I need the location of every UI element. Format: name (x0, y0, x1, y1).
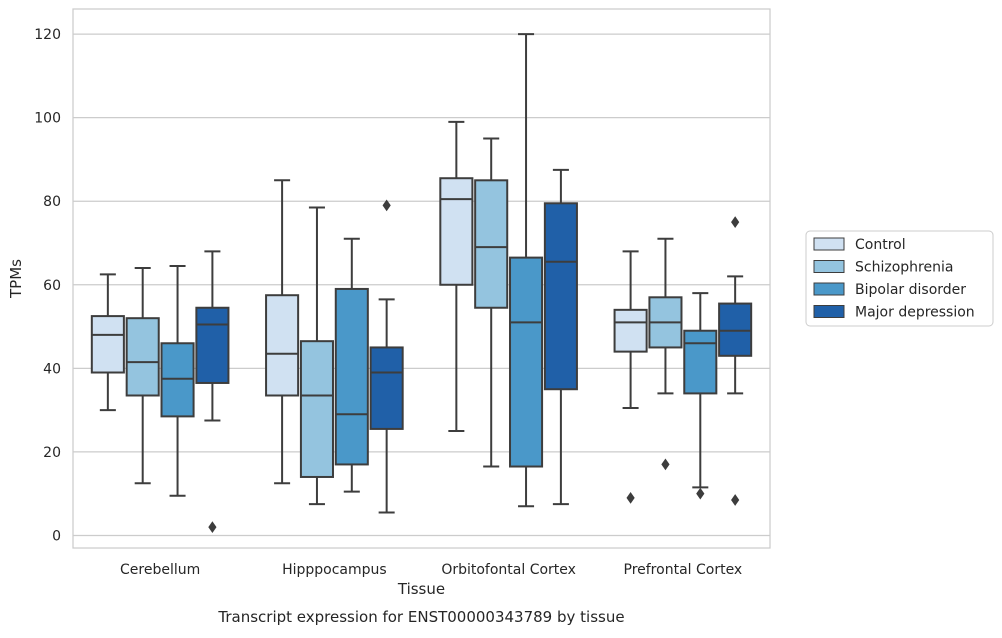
box-iqr (265, 294, 300, 397)
box-major-depression (718, 216, 753, 506)
x-tick-label: Cerebellum (120, 562, 200, 578)
box-schizophrenia (648, 237, 683, 471)
y-tick-label: 40 (43, 361, 61, 377)
box-iqr (334, 287, 369, 466)
x-axis-ticks: Cerebellum Hipppocampus Orbitofontal Corte… (120, 562, 742, 578)
plot-area-frame (72, 8, 771, 549)
y-tick-label: 120 (34, 27, 61, 43)
box-iqr (613, 308, 648, 353)
box-bipolar-disorder (334, 237, 369, 493)
legend-frame (805, 230, 994, 327)
box-control (613, 250, 648, 504)
chart-caption: Transcript expression for ENST0000034378… (217, 608, 624, 626)
legend-swatch (813, 237, 845, 251)
box-bipolar-disorder (509, 33, 544, 508)
legend-label: Bipolar disorder (855, 282, 966, 298)
box-iqr (160, 342, 195, 418)
x-tick-label: Prefrontal Cortex (624, 562, 743, 578)
box-schizophrenia (474, 137, 509, 468)
outlier-point (696, 487, 705, 500)
legend-swatch (813, 305, 845, 318)
outlier-point (382, 199, 391, 212)
x-tick-label: Hipppocampus (282, 562, 387, 578)
box-iqr (195, 306, 230, 384)
y-axis-ticks: 0 20 40 60 80 100 120 (34, 27, 61, 544)
y-tick-label: 20 (43, 445, 61, 461)
box-schizophrenia (125, 267, 160, 485)
box-schizophrenia (299, 206, 334, 506)
legend-swatch (813, 282, 845, 296)
outlier-point (626, 491, 635, 504)
box-major-depression (543, 168, 578, 506)
legend-swatch (813, 260, 845, 273)
x-axis-label: Tissue (397, 580, 445, 598)
outlier-point (731, 216, 740, 228)
box-bipolar-disorder (160, 264, 195, 497)
legend: Control Schizophrenia Bipolar disorder Majo… (805, 230, 994, 327)
legend-label: Schizophrenia (855, 260, 953, 276)
box-iqr (299, 340, 334, 478)
y-axis-label: TPMs (7, 259, 25, 299)
box-iqr (683, 329, 718, 395)
y-tick-label: 60 (43, 278, 61, 294)
x-tick-label: Orbitofontal Cortex (441, 562, 576, 578)
legend-label: Control (855, 237, 906, 253)
y-tick-label: 100 (34, 111, 61, 127)
box-iqr (509, 256, 544, 468)
box-control (265, 179, 300, 485)
outlier-point (731, 494, 740, 506)
outlier-point (661, 458, 670, 471)
legend-label: Major depression (855, 305, 975, 321)
outlier-point (208, 521, 217, 533)
box-control (439, 120, 474, 433)
box-major-depression (195, 250, 230, 533)
y-tick-label: 0 (52, 528, 61, 544)
box-iqr (439, 177, 474, 286)
box-iqr (543, 202, 578, 391)
box-major-depression (369, 199, 404, 514)
box-layer (90, 33, 753, 533)
box-iqr (718, 302, 753, 357)
box-iqr (90, 315, 125, 374)
box-bipolar-disorder (683, 292, 718, 500)
box-iqr (125, 317, 160, 397)
box-iqr (474, 179, 509, 309)
y-tick-label: 80 (43, 194, 61, 210)
box-iqr (369, 346, 404, 430)
box-control (90, 273, 125, 412)
